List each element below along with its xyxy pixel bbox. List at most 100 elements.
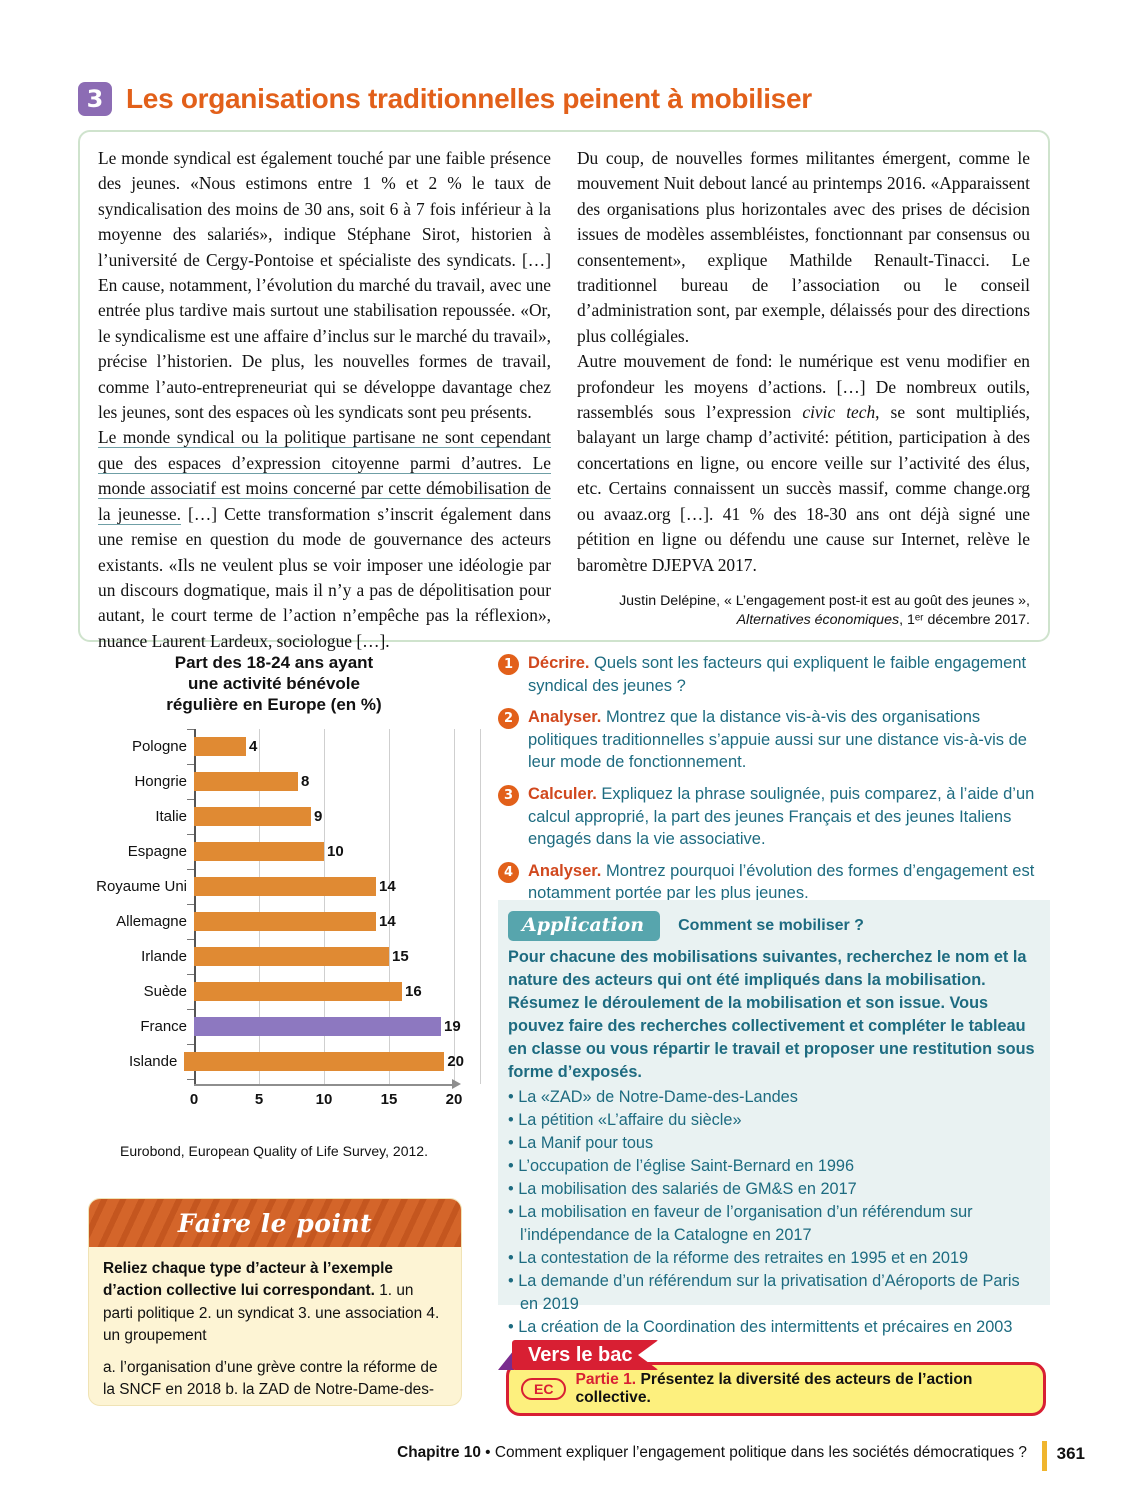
chart-bar-row: Royaume Uni 14: [84, 869, 464, 904]
application-badge: Application: [508, 911, 661, 941]
chart-category-label: Allemagne: [116, 913, 187, 930]
chart-x-tick-label: 0: [189, 1091, 199, 1108]
chart-bar-row: Espagne 10: [84, 834, 464, 869]
chart-bar: [194, 772, 298, 791]
page-footer: Chapitre 10 • Comment expliquer l’engage…: [0, 1441, 1125, 1474]
chart-bar-row: Islande 20: [84, 1044, 464, 1079]
chart-bar: [184, 1052, 445, 1071]
chart-bar-zone: 9: [194, 799, 464, 834]
chart-bar-zone: 20: [184, 1044, 464, 1079]
chart-bar-value: 4: [249, 738, 258, 755]
application-box: Application Comment se mobiliser ? Pour …: [498, 900, 1050, 1336]
list-item: La mobilisation en faveur de l’organisat…: [508, 1201, 1036, 1247]
chart-y-tick: [187, 869, 194, 870]
chart-x-axis-arrow: [452, 1079, 461, 1089]
chart-bar-value: 10: [327, 843, 344, 860]
chart-title: Part des 18-24 ans ayant une activité bé…: [166, 653, 382, 714]
question-item: 2 Analyser. Montrez que la distance vis-à…: [498, 706, 1050, 774]
chart-x-tick-label: 20: [445, 1091, 463, 1108]
bar-chart: Part des 18-24 ans ayant une activité bé…: [84, 652, 481, 1192]
chart-bar-value: 19: [444, 1018, 461, 1035]
chart-x-tick-label: 5: [254, 1091, 264, 1108]
chart-bar-value: 14: [379, 878, 396, 895]
chart-bar-value: 20: [447, 1053, 464, 1070]
chart-y-tick: [187, 764, 194, 765]
question-verb: Analyser.: [528, 861, 602, 880]
chart-category-label: Espagne: [127, 843, 187, 860]
chart-bar-zone: 14: [194, 904, 464, 939]
chart-bar: [194, 1017, 441, 1036]
chart-bar-zone: 19: [194, 1009, 464, 1044]
faire-le-point-title: Faire le point: [177, 1208, 373, 1238]
footer-chapter: Chapitre 10 • Comment expliquer l’engage…: [397, 1444, 1027, 1461]
article-paragraph: Autre mouvement de fond: le numérique es…: [577, 351, 1031, 575]
application-body: Pour chacune des mobilisations suivantes…: [508, 948, 1035, 1081]
article-textbox: Le monde syndical est également touché p…: [78, 130, 1050, 651]
doc-header: 3 Les organisations traditionnelles pein…: [78, 78, 1058, 120]
chart-y-tick: [187, 729, 194, 730]
question-text: Analyser. Montrez que la distance vis-à-…: [528, 708, 1027, 772]
question-verb: Décrire.: [528, 654, 590, 672]
faire-le-point-header: Faire le point: [89, 1199, 461, 1247]
chart-y-tick: [187, 974, 194, 975]
faire-le-point-body: Reliez chaque type d’acteur à l’exemple …: [89, 1247, 461, 1405]
list-item: La pétition «L’affaire du siècle»: [508, 1109, 1036, 1132]
chart-y-tick: [187, 1009, 194, 1010]
article-source: Justin Delépine, « L’engagement post-it …: [619, 592, 1030, 628]
chart-x-axis: [194, 1084, 454, 1086]
vers-le-bac-title: Vers le bac: [512, 1340, 659, 1370]
page-title: Les organisations traditionnelles peinen…: [126, 83, 812, 114]
chart-bar-zone: 8: [194, 764, 464, 799]
chart-bar: [194, 982, 402, 1001]
list-item: La mobilisation des salariés de GM&S en …: [508, 1178, 1036, 1201]
chart-x-tick-label: 15: [380, 1091, 398, 1108]
list-item: L’occupation de l’église Saint-Bernard e…: [508, 1155, 1036, 1178]
article-left-column: Le monde syndical est également touché p…: [98, 146, 551, 654]
chart-y-tick: [187, 904, 194, 905]
chart-bar-zone: 16: [194, 974, 464, 1009]
ribbon-corner: [498, 1350, 514, 1370]
chart-x-tick-label: 10: [315, 1091, 333, 1108]
question-number-badge: 2: [498, 708, 519, 730]
question-item: 3 Calculer. Expliquez la phrase soulignée…: [498, 783, 1050, 851]
question-number-badge: 1: [498, 654, 519, 675]
chart-bar-zone: 10: [194, 834, 464, 869]
questions-list: 1 Décrire. Quels sont les facteurs qui ex…: [498, 652, 1050, 914]
chart-category-label: Italie: [155, 808, 187, 825]
chart-bar: [194, 912, 376, 931]
list-item: La «ZAD» de Notre-Dame-des-Landes: [508, 1086, 1036, 1109]
chart-bar-row: Allemagne 14: [84, 904, 464, 939]
chart-bar-row: Italie 9: [84, 799, 464, 834]
vers-le-bac-text: Partie 1. Présentez la diversité des act…: [575, 1371, 973, 1406]
chart-bar-row: France 19: [84, 1009, 464, 1044]
article-paragraph: Du coup, de nouvelles formes militantes …: [577, 148, 1030, 346]
question-text: Calculer. Expliquez la phrase soulignée,…: [528, 784, 1035, 849]
faire-le-point-box: Faire le point Reliez chaque type d’acte…: [88, 1198, 462, 1406]
chart-source: Eurobond, European Quality of Life Surve…: [120, 1143, 428, 1159]
question-item: 4 Analyser. Montrez pourquoi l’évolution …: [498, 860, 1050, 905]
chart-category-label: Pologne: [131, 738, 187, 755]
civic-tech-italic: civic tech: [802, 402, 876, 423]
vers-le-bac-body: EC Partie 1. Présentez la diversité des …: [506, 1362, 1046, 1416]
chart-plot-area: Pologne 4 Hongrie 8 Italie 9 Espagne 10 Royaume …: [84, 729, 481, 1109]
chart-bar-value: 14: [379, 913, 396, 930]
page-number: 361: [1056, 1444, 1085, 1463]
list-item: La Manif pour tous: [508, 1132, 1036, 1155]
chart-y-tick: [187, 799, 194, 800]
chart-category-label: Irlande: [141, 948, 187, 965]
chart-y-tick: [187, 1079, 194, 1080]
application-subtitle: Comment se mobiliser ?: [678, 917, 864, 934]
chart-bar: [194, 842, 324, 861]
chart-x-tick-labels: 0 5 10 15 20: [84, 1091, 464, 1113]
doc-number-badge: 3: [78, 82, 112, 116]
chart-bar: [194, 877, 376, 896]
article-paragraph: Le monde syndical est également touché p…: [98, 148, 551, 423]
ec-badge: EC: [521, 1378, 567, 1400]
chart-bar: [194, 737, 246, 756]
list-item: La création de la Coordination des inter…: [508, 1316, 1036, 1339]
list-item: La demande d’un référendum sur la privat…: [508, 1270, 1036, 1316]
question-verb: Calculer.: [528, 784, 597, 803]
question-number-badge: 4: [498, 861, 519, 883]
question-item: 1 Décrire. Quels sont les facteurs qui ex…: [498, 652, 1050, 697]
chart-bar-value: 8: [301, 773, 310, 790]
